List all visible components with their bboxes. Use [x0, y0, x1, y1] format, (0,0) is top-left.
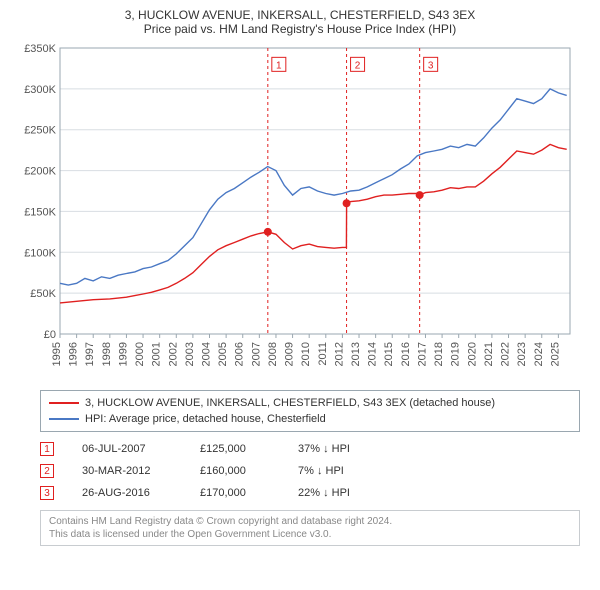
svg-text:2016: 2016	[400, 342, 412, 366]
sale-price: £160,000	[200, 465, 270, 477]
svg-text:1: 1	[276, 60, 282, 71]
sales-table: 106-JUL-2007£125,00037% ↓ HPI230-MAR-201…	[40, 438, 580, 504]
svg-text:£150K: £150K	[24, 206, 56, 218]
sale-price: £170,000	[200, 487, 270, 499]
svg-text:2017: 2017	[416, 342, 428, 366]
svg-text:3: 3	[428, 60, 434, 71]
svg-text:£0: £0	[44, 329, 56, 341]
legend-label-hpi: HPI: Average price, detached house, Ches…	[85, 413, 326, 425]
sale-row: 2 30-MAR-2012 £160,000 7% ↓ HPI	[40, 460, 580, 482]
chart-title-address: 3, HUCKLOW AVENUE, INKERSALL, CHESTERFIE…	[10, 8, 590, 22]
svg-text:2006: 2006	[234, 342, 246, 366]
svg-text:2012: 2012	[333, 342, 345, 366]
svg-text:£350K: £350K	[24, 43, 56, 55]
sale-row: 1 06-JUL-2007 £125,000 37% ↓ HPI	[40, 438, 580, 460]
sale-price: £125,000	[200, 443, 270, 455]
svg-text:2014: 2014	[367, 342, 379, 366]
svg-text:£100K: £100K	[24, 247, 56, 259]
svg-text:2019: 2019	[450, 342, 462, 366]
svg-text:2011: 2011	[317, 342, 329, 366]
svg-text:2013: 2013	[350, 342, 362, 366]
svg-text:2018: 2018	[433, 342, 445, 366]
legend-swatch-hpi	[49, 418, 79, 420]
svg-text:2: 2	[355, 60, 361, 71]
svg-text:2015: 2015	[383, 342, 395, 366]
legend-row-property: 3, HUCKLOW AVENUE, INKERSALL, CHESTERFIE…	[49, 395, 571, 411]
svg-text:2009: 2009	[284, 342, 296, 366]
svg-text:£250K: £250K	[24, 125, 56, 137]
chart-container: 3, HUCKLOW AVENUE, INKERSALL, CHESTERFIE…	[0, 0, 600, 550]
svg-text:£200K: £200K	[24, 166, 56, 178]
svg-text:2005: 2005	[217, 342, 229, 366]
svg-text:2020: 2020	[466, 342, 478, 366]
svg-text:1998: 1998	[101, 342, 113, 366]
svg-text:2002: 2002	[167, 342, 179, 366]
svg-text:2000: 2000	[134, 342, 146, 366]
plot-area: £0 £50K £100K £150K £200K £250K £300K £350K 1995…	[18, 42, 578, 382]
sale-date: 06-JUL-2007	[82, 443, 172, 455]
svg-text:2024: 2024	[533, 342, 545, 366]
sale-delta: 7% ↓ HPI	[298, 465, 388, 477]
svg-text:£300K: £300K	[24, 84, 56, 96]
svg-text:2010: 2010	[300, 342, 312, 366]
sale-date: 30-MAR-2012	[82, 465, 172, 477]
svg-text:2003: 2003	[184, 342, 196, 366]
legend-label-property: 3, HUCKLOW AVENUE, INKERSALL, CHESTERFIE…	[85, 397, 495, 409]
svg-text:2004: 2004	[201, 342, 213, 366]
svg-text:2022: 2022	[500, 342, 512, 366]
svg-text:1999: 1999	[117, 342, 129, 366]
svg-text:2025: 2025	[549, 342, 561, 366]
sale-delta: 22% ↓ HPI	[298, 487, 388, 499]
svg-text:2023: 2023	[516, 342, 528, 366]
legend-row-hpi: HPI: Average price, detached house, Ches…	[49, 411, 571, 427]
svg-text:2007: 2007	[250, 342, 262, 366]
legend: 3, HUCKLOW AVENUE, INKERSALL, CHESTERFIE…	[40, 390, 580, 432]
sale-row: 3 26-AUG-2016 £170,000 22% ↓ HPI	[40, 482, 580, 504]
chart-title-subtitle: Price paid vs. HM Land Registry's House …	[10, 22, 590, 36]
attribution-box: Contains HM Land Registry data © Crown c…	[40, 510, 580, 546]
sale-marker: 2	[40, 464, 54, 478]
svg-text:2008: 2008	[267, 342, 279, 366]
attribution-line2: This data is licensed under the Open Gov…	[49, 528, 571, 541]
svg-text:1995: 1995	[51, 342, 63, 366]
attribution-line1: Contains HM Land Registry data © Crown c…	[49, 515, 571, 528]
legend-swatch-property	[49, 402, 79, 404]
sale-marker: 1	[40, 442, 54, 456]
svg-text:2001: 2001	[151, 342, 163, 366]
sale-marker: 3	[40, 486, 54, 500]
svg-text:1997: 1997	[84, 342, 96, 366]
chart-svg: £0 £50K £100K £150K £200K £250K £300K £350K 1995…	[18, 42, 578, 382]
sale-delta: 37% ↓ HPI	[298, 443, 388, 455]
svg-text:£50K: £50K	[30, 288, 56, 300]
sale-date: 26-AUG-2016	[82, 487, 172, 499]
svg-text:2021: 2021	[483, 342, 495, 366]
svg-text:1996: 1996	[68, 342, 80, 366]
